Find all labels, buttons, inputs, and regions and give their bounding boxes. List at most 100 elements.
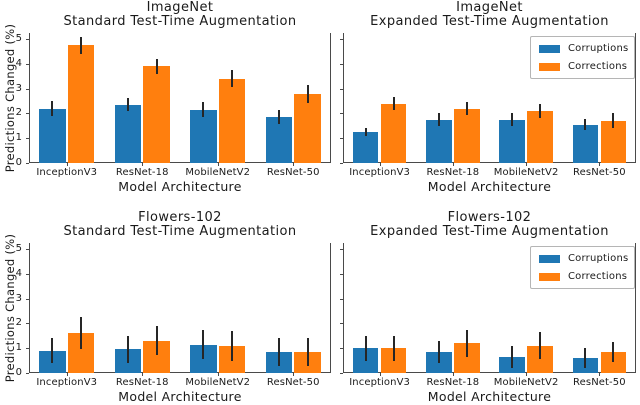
x-tick-mark [599, 163, 601, 166]
chart-title: Flowers-102 Standard Test-Time Augmentati… [29, 211, 331, 239]
chart-title: Flowers-102 Expanded Test-Time Augmentati… [343, 211, 636, 239]
y-tick-mark [26, 63, 29, 65]
y-tick-label: 1 [15, 132, 22, 144]
x-tick-mark [66, 163, 68, 166]
chart-title-line2: Expanded Test-Time Augmentation [370, 14, 609, 29]
error-bar-corrections-inceptionv3 [392, 335, 395, 361]
y-tick-mark [340, 348, 343, 350]
x-tick-label-mobilenetv2: MobileNetV2 [185, 167, 251, 178]
plot-area [343, 33, 636, 163]
x-tick-mark [217, 163, 219, 166]
y-tick-label: 0 [15, 367, 22, 378]
error-bar-corruptions-inceptionv3 [364, 335, 367, 361]
error-bar-corrections-resnet-18 [465, 101, 468, 116]
x-tick-mark [142, 163, 144, 166]
chart-title-line1: ImageNet [456, 0, 523, 15]
x-tick-mark [452, 163, 454, 166]
y-tick-label: 4 [15, 267, 22, 279]
x-tick-mark [452, 373, 454, 376]
y-tick-mark [340, 249, 343, 251]
y-tick-mark [26, 273, 29, 275]
x-tick-mark [293, 163, 295, 166]
x-axis-label: Model Architecture [118, 179, 242, 194]
y-tick-mark [26, 298, 29, 300]
y-tick-label: 5 [15, 33, 22, 45]
bar-corruptions-inceptionv3 [39, 108, 66, 163]
bar-corrections-inceptionv3 [380, 103, 407, 163]
chart-title-line1: ImageNet [146, 0, 214, 15]
bar-corrections-resnet-18 [143, 66, 170, 163]
error-bar-corruptions-resnet-18 [126, 335, 129, 364]
y-tick-mark [26, 88, 29, 90]
x-tick-mark [526, 373, 528, 376]
chart-title-line2: Expanded Test-Time Augmentation [370, 224, 609, 239]
error-bar-corrections-resnet-50 [612, 113, 615, 129]
error-bar-corrections-inceptionv3 [80, 317, 83, 350]
bar-corrections-mobilenetv2 [527, 111, 553, 163]
x-tick-label-mobilenetv2: MobileNetV2 [185, 377, 251, 388]
bar-corruptions-resnet-18 [426, 119, 452, 163]
y-tick-label: 2 [15, 107, 22, 119]
x-tick-mark [293, 373, 295, 376]
error-bar-corrections-mobilenetv2 [231, 330, 234, 361]
x-tick-mark [599, 373, 601, 376]
y-tick-label: 4 [15, 57, 22, 69]
x-tick-mark [526, 163, 528, 166]
error-bar-corruptions-mobilenetv2 [511, 113, 514, 126]
bar-corruptions-resnet-18 [114, 104, 142, 163]
error-bar-corrections-resnet-50 [306, 338, 309, 366]
y-tick-label: 2 [15, 317, 22, 329]
error-bar-corrections-mobilenetv2 [231, 70, 234, 88]
error-bar-corrections-inceptionv3 [392, 96, 395, 111]
y-tick-mark [340, 273, 343, 275]
legend-label-corrections: Corrections [568, 61, 628, 72]
x-tick-label-resnet-50: ResNet-50 [266, 167, 320, 178]
x-axis-label: Model Architecture [118, 389, 242, 404]
error-bar-corruptions-mobilenetv2 [202, 329, 205, 360]
legend-swatch-corruptions [539, 44, 560, 53]
bar-corruptions-mobilenetv2 [190, 109, 217, 163]
y-tick-label: 0 [15, 157, 22, 168]
y-tick-label: 5 [15, 243, 22, 255]
bar-corrections-inceptionv3 [67, 45, 95, 163]
x-tick-label-resnet-18: ResNet-18 [115, 167, 169, 178]
y-tick-label: 3 [15, 82, 22, 94]
bar-corruptions-inceptionv3 [352, 132, 379, 163]
error-bar-corrections-inceptionv3 [80, 36, 83, 55]
error-bar-corrections-resnet-18 [155, 58, 158, 75]
y-tick-mark [340, 88, 343, 90]
x-tick-label-inceptionv3: InceptionV3 [36, 167, 98, 178]
y-tick-mark [340, 113, 343, 115]
plot-area [343, 243, 636, 373]
error-bar-corruptions-resnet-18 [126, 98, 129, 112]
error-bar-corruptions-resnet-18 [437, 340, 440, 364]
error-bar-corruptions-mobilenetv2 [511, 345, 514, 369]
x-axis-label: Model Architecture [427, 389, 552, 404]
legend-entry-corruptions: Corruptions [539, 42, 628, 55]
y-tick-mark [26, 39, 29, 41]
chart-title-line2: Standard Test-Time Augmentation [63, 224, 297, 239]
bar-corruptions-mobilenetv2 [499, 119, 525, 163]
legend: Corruptions Corrections [530, 36, 635, 79]
y-tick-mark [26, 113, 29, 115]
y-tick-mark [26, 249, 29, 251]
x-tick-label-mobilenetv2: MobileNetV2 [493, 167, 559, 178]
error-bar-corruptions-resnet-18 [437, 113, 440, 126]
error-bar-corruptions-inceptionv3 [51, 338, 54, 364]
bar-corruptions-resnet-50 [572, 124, 599, 163]
x-tick-label-inceptionv3: InceptionV3 [349, 377, 410, 388]
x-tick-mark [142, 373, 144, 376]
error-bar-corrections-resnet-50 [612, 342, 615, 362]
chart-title-line2: Standard Test-Time Augmentation [63, 14, 297, 29]
plot-area [29, 243, 331, 373]
x-tick-mark [379, 373, 381, 376]
bar-corrections-resnet-50 [294, 93, 321, 163]
x-tick-label-resnet-50: ResNet-50 [266, 377, 320, 388]
chart-title-line1: Flowers-102 [447, 210, 532, 225]
error-bar-corrections-mobilenetv2 [539, 103, 542, 119]
